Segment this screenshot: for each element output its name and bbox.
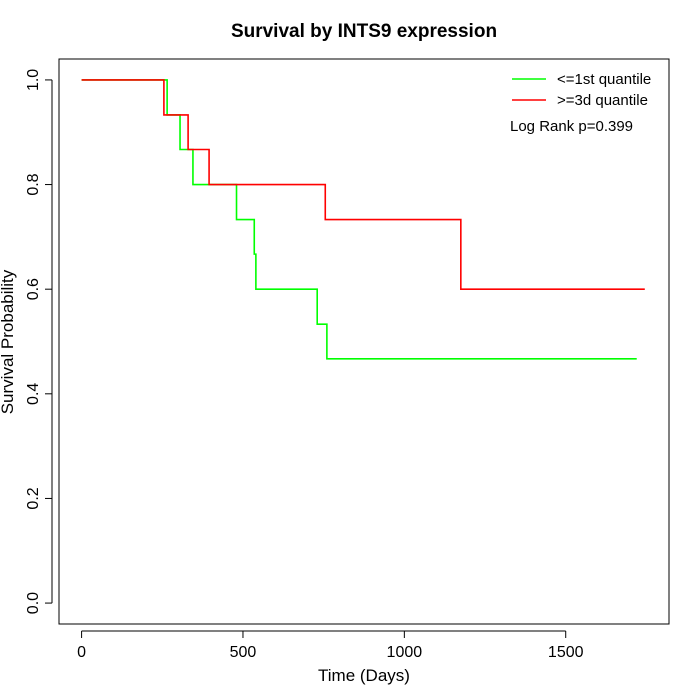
legend-label-0: <=1st quantile — [557, 71, 651, 88]
x-axis: 0 500 1000 1500 — [77, 630, 584, 661]
y-tick-label: 0.8 — [25, 173, 42, 195]
y-axis-label: Survival Probability — [0, 269, 17, 414]
series-layer — [81, 79, 645, 360]
y-tick-label: 0.2 — [25, 487, 42, 509]
y-tick-label: 1.0 — [25, 69, 42, 91]
plot-frame — [58, 58, 670, 625]
log-rank-annotation: Log Rank p=0.399 — [510, 118, 633, 135]
y-tick-label: 0.6 — [25, 278, 42, 300]
y-tick-label: 0.4 — [25, 383, 42, 405]
x-axis-label: Time (Days) — [318, 666, 410, 685]
y-axis: 0.0 0.2 0.4 0.6 0.8 1.0 — [25, 69, 53, 614]
chart-title: Survival by INTS9 expression — [231, 21, 497, 42]
x-tick-label: 1500 — [548, 644, 584, 661]
x-tick-label: 1000 — [387, 644, 423, 661]
legend-label-1: >=3d quantile — [557, 92, 648, 109]
y-tick-label: 0.0 — [25, 592, 42, 614]
x-tick-label: 500 — [230, 644, 257, 661]
x-tick-label: 0 — [77, 644, 86, 661]
legend: <=1st quantile >=3d quantile — [512, 71, 651, 109]
series-line-1 — [81, 79, 645, 290]
